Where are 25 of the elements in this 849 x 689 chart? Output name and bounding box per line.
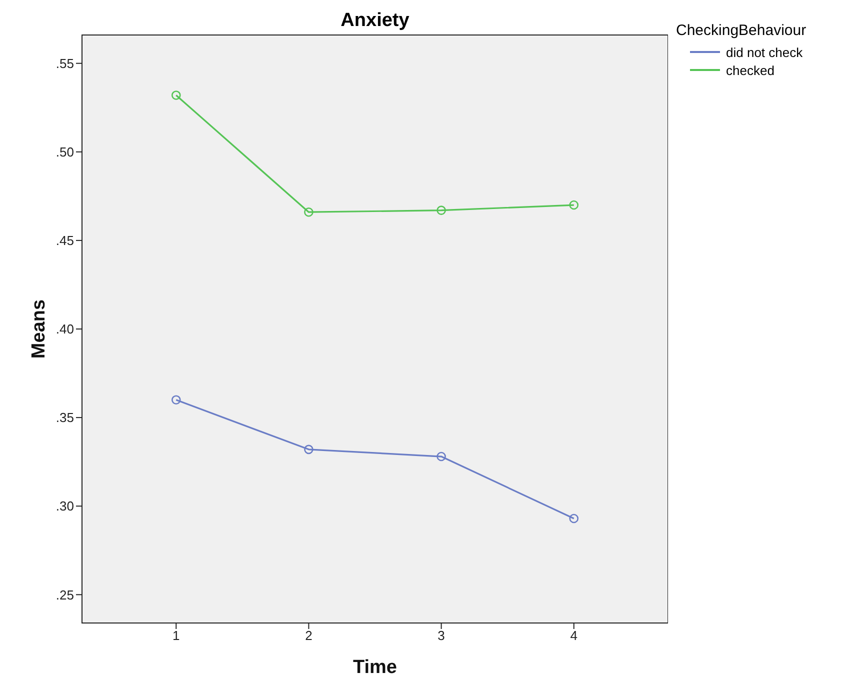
- y-tick-label: .40: [56, 322, 74, 337]
- legend-label: did not check: [726, 44, 803, 60]
- y-tick-label: .35: [56, 410, 74, 426]
- y-tick-label: .25: [56, 587, 74, 602]
- point: [171, 395, 181, 404]
- point: [436, 206, 446, 215]
- x-tick-label: 2: [305, 628, 312, 644]
- x-tick-label: 1: [172, 628, 180, 644]
- point: [569, 200, 579, 210]
- x-axis-title: Time: [352, 657, 398, 678]
- y-tick-label: .45: [56, 233, 74, 248]
- y-tick-label: .50: [56, 144, 74, 160]
- y-tick-label: .55: [56, 56, 74, 71]
- x-tick-label: 4: [570, 628, 578, 644]
- legend-label: checked: [726, 62, 774, 78]
- point: [304, 207, 314, 217]
- point: [304, 444, 314, 454]
- y-axis-title: Means: [28, 299, 50, 359]
- chart-title: Anxiety: [340, 10, 410, 32]
- point: [569, 514, 579, 524]
- point: [171, 90, 181, 100]
- legend-title: CheckingBehaviour: [676, 22, 806, 39]
- point: [436, 452, 446, 462]
- x-tick-label: 3: [438, 628, 445, 644]
- y-tick-label: .30: [56, 498, 74, 514]
